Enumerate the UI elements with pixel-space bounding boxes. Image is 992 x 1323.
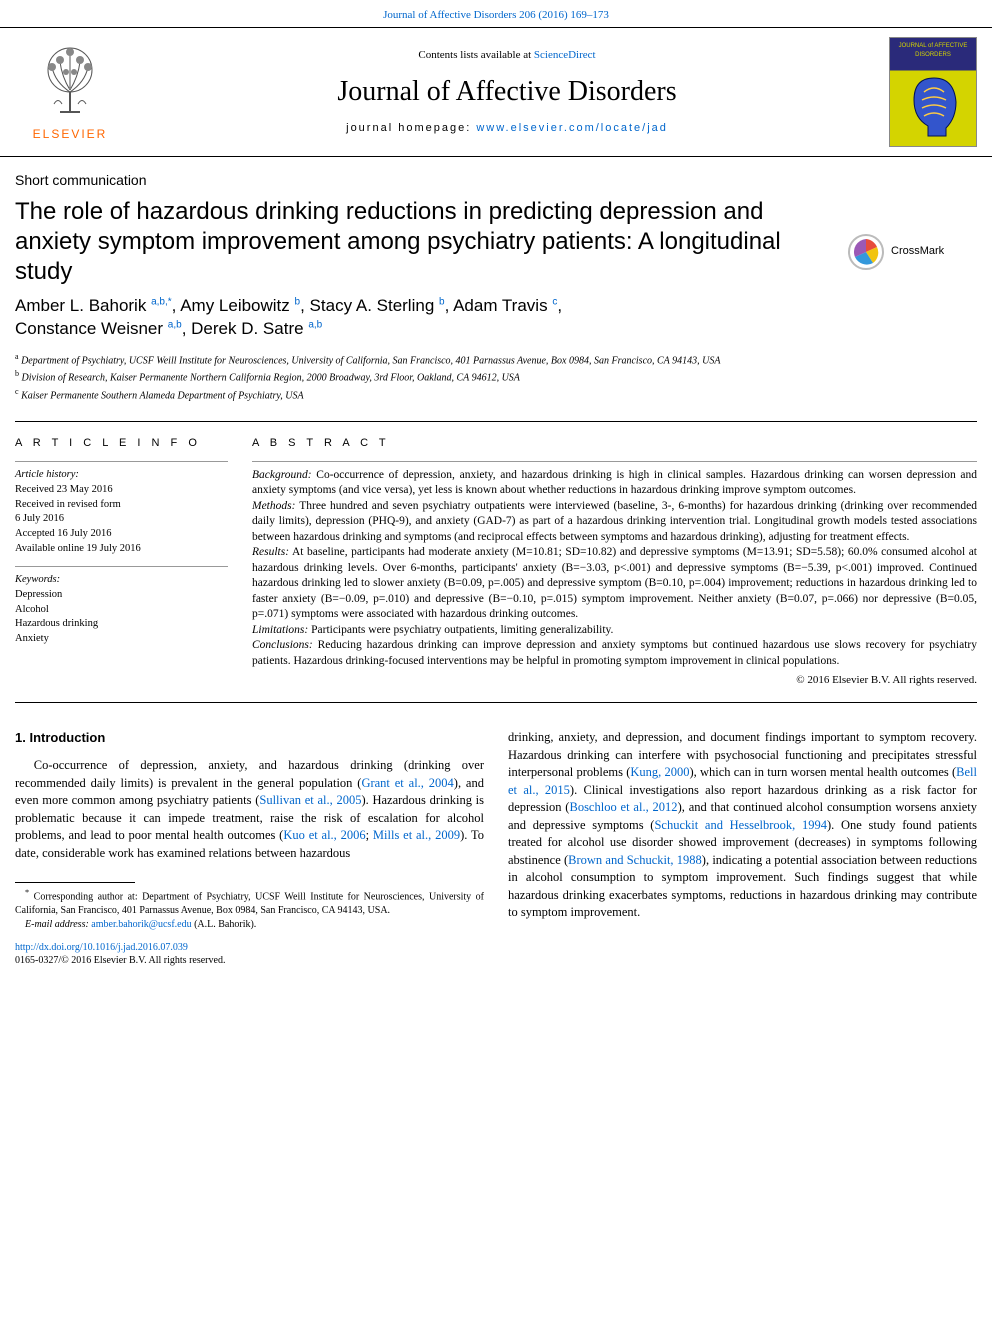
doi-block: http://dx.doi.org/10.1016/j.jad.2016.07.… bbox=[0, 931, 992, 983]
history-label: Article history: bbox=[15, 468, 228, 483]
methods-label: Methods: bbox=[252, 500, 295, 512]
ref-sullivan-2005[interactable]: Sullivan et al., 2005 bbox=[259, 793, 361, 807]
article-info: A R T I C L E I N F O Article history: R… bbox=[15, 422, 240, 702]
ref-kung-2000[interactable]: Kung, 2000 bbox=[630, 765, 689, 779]
keywords-label: Keywords: bbox=[15, 573, 228, 588]
online-date: Available online 19 July 2016 bbox=[15, 542, 228, 557]
affiliation-b: b Division of Research, Kaiser Permanent… bbox=[15, 368, 977, 385]
footnote-rule bbox=[15, 882, 135, 883]
keyword-3: Hazardous drinking bbox=[15, 617, 228, 632]
contents-lists: Contents lists available at ScienceDirec… bbox=[125, 48, 889, 63]
keywords: Keywords: Depression Alcohol Hazardous d… bbox=[15, 566, 228, 646]
accepted-date: Accepted 16 July 2016 bbox=[15, 527, 228, 542]
homepage-label: journal homepage: bbox=[346, 122, 476, 134]
email-line: E-mail address: amber.bahorik@ucsf.edu (… bbox=[15, 918, 484, 932]
crossmark-label: CrossMark bbox=[891, 244, 944, 259]
intro-p1: Co-occurrence of depression, anxiety, an… bbox=[15, 757, 484, 862]
keyword-1: Depression bbox=[15, 588, 228, 603]
copyright: © 2016 Elsevier B.V. All rights reserved… bbox=[252, 673, 977, 688]
cover-head-icon bbox=[904, 74, 964, 138]
keyword-4: Anxiety bbox=[15, 632, 228, 647]
elsevier-logo: ELSEVIER bbox=[15, 42, 125, 143]
revised-date: 6 July 2016 bbox=[15, 512, 228, 527]
author-4: Adam Travis bbox=[453, 296, 547, 315]
body-columns: 1. Introduction Co-occurrence of depress… bbox=[0, 703, 992, 931]
author-4-aff[interactable]: c bbox=[552, 296, 557, 307]
journal-cover: JOURNAL of AFFECTIVE DISORDERS bbox=[889, 37, 977, 147]
bg-text: Co-occurrence of depression, anxiety, an… bbox=[252, 469, 977, 497]
conclusions-text: Reducing hazardous drinking can improve … bbox=[252, 639, 977, 667]
ref-mills-2009[interactable]: Mills et al., 2009 bbox=[373, 828, 460, 842]
author-2: Amy Leibowitz bbox=[180, 296, 290, 315]
author-1: Amber L. Bahorik bbox=[15, 296, 146, 315]
issn-copyright: 0165-0327/© 2016 Elsevier B.V. All right… bbox=[15, 954, 977, 967]
author-5: Constance Weisner bbox=[15, 319, 163, 338]
homepage-link[interactable]: www.elsevier.com/locate/jad bbox=[476, 122, 668, 134]
keyword-2: Alcohol bbox=[15, 603, 228, 618]
article-type: Short communication bbox=[15, 171, 977, 191]
authors: Amber L. Bahorik a,b,*, Amy Leibowitz b,… bbox=[0, 287, 992, 341]
author-1-aff[interactable]: a,b, bbox=[151, 296, 168, 307]
journal-homepage: journal homepage: www.elsevier.com/locat… bbox=[125, 121, 889, 136]
affiliation-c: c Kaiser Permanente Southern Alameda Dep… bbox=[15, 386, 977, 403]
ref-boschloo-2012[interactable]: Boschloo et al., 2012 bbox=[569, 800, 677, 814]
body-col-left: 1. Introduction Co-occurrence of depress… bbox=[15, 729, 484, 931]
running-head-link[interactable]: Journal of Affective Disorders 206 (2016… bbox=[383, 9, 609, 21]
author-6-aff[interactable]: a,b bbox=[308, 319, 322, 330]
author-3-aff[interactable]: b bbox=[439, 296, 445, 307]
elsevier-tree-icon bbox=[30, 42, 110, 122]
results-label: Results: bbox=[252, 546, 289, 558]
header-center: Contents lists available at ScienceDirec… bbox=[125, 48, 889, 136]
author-6: Derek D. Satre bbox=[191, 319, 303, 338]
results-text: At baseline, participants had moderate a… bbox=[252, 546, 977, 620]
ref-grant-2004[interactable]: Grant et al., 2004 bbox=[361, 776, 453, 790]
intro-heading: 1. Introduction bbox=[15, 729, 484, 747]
crossmark-icon bbox=[847, 233, 885, 271]
methods-text: Three hundred and seven psychiatry outpa… bbox=[252, 500, 977, 543]
author-5-aff[interactable]: a,b bbox=[168, 319, 182, 330]
abstract-body: Background: Co-occurrence of depression,… bbox=[252, 461, 977, 689]
article-title: The role of hazardous drinking reduction… bbox=[0, 191, 820, 287]
body-col-right: drinking, anxiety, and depression, and d… bbox=[508, 729, 977, 931]
crossmark-badge[interactable]: CrossMark bbox=[847, 232, 977, 272]
received-date: Received 23 May 2016 bbox=[15, 483, 228, 498]
contents-prefix: Contents lists available at bbox=[418, 49, 533, 61]
ref-brown-1988[interactable]: Brown and Schuckit, 1988 bbox=[568, 853, 702, 867]
elsevier-wordmark: ELSEVIER bbox=[33, 126, 108, 143]
affiliations: a Department of Psychiatry, UCSF Weill I… bbox=[0, 341, 992, 403]
conclusions-label: Conclusions: bbox=[252, 639, 313, 651]
ref-schuckit-1994[interactable]: Schuckit and Hesselbrook, 1994 bbox=[654, 818, 827, 832]
article-history: Article history: Received 23 May 2016 Re… bbox=[15, 461, 228, 556]
limitations-text: Participants were psychiatry outpatients… bbox=[308, 624, 613, 636]
author-3: Stacy A. Sterling bbox=[310, 296, 435, 315]
revised-label: Received in revised form bbox=[15, 498, 228, 513]
abstract: A B S T R A C T Background: Co-occurrenc… bbox=[240, 422, 977, 702]
journal-name: Journal of Affective Disorders bbox=[125, 72, 889, 111]
corresponding-author: * Corresponding author at: Department of… bbox=[15, 887, 484, 917]
limitations-label: Limitations: bbox=[252, 624, 308, 636]
abstract-heading: A B S T R A C T bbox=[252, 436, 977, 451]
affiliation-a: a Department of Psychiatry, UCSF Weill I… bbox=[15, 351, 977, 368]
author-1-corr[interactable]: * bbox=[168, 296, 172, 307]
journal-header: ELSEVIER Contents lists available at Sci… bbox=[0, 27, 992, 157]
article-info-heading: A R T I C L E I N F O bbox=[15, 436, 228, 451]
footnotes: * Corresponding author at: Department of… bbox=[15, 887, 484, 931]
email-link[interactable]: amber.bahorik@ucsf.edu bbox=[91, 919, 191, 930]
author-2-aff[interactable]: b bbox=[295, 296, 301, 307]
ref-kuo-2006[interactable]: Kuo et al., 2006 bbox=[283, 828, 365, 842]
intro-p1-cont: drinking, anxiety, and depression, and d… bbox=[508, 729, 977, 922]
sciencedirect-link[interactable]: ScienceDirect bbox=[534, 49, 596, 61]
doi-link[interactable]: http://dx.doi.org/10.1016/j.jad.2016.07.… bbox=[15, 942, 188, 953]
running-head: Journal of Affective Disorders 206 (2016… bbox=[0, 0, 992, 27]
cover-title: JOURNAL of AFFECTIVE DISORDERS bbox=[890, 42, 976, 59]
bg-label: Background: bbox=[252, 469, 312, 481]
